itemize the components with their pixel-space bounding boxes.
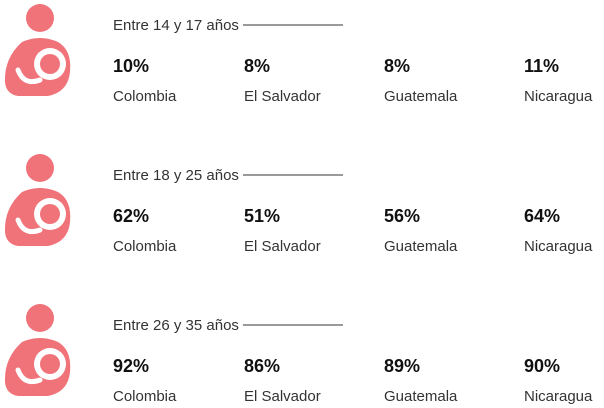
- icon-arm: [15, 67, 43, 85]
- group-label: Entre 14 y 17 años: [113, 17, 239, 34]
- country-name: Colombia: [113, 88, 177, 105]
- stat-value: 10%: [113, 56, 149, 76]
- breastfeeding-icon: [4, 4, 71, 96]
- stat-value: 8%: [244, 56, 270, 76]
- country-name: El Salvador: [244, 388, 321, 405]
- country-name: Guatemala: [384, 238, 458, 255]
- icon-arm: [15, 367, 43, 385]
- country-name: Colombia: [113, 238, 177, 255]
- icon-head: [26, 304, 54, 332]
- stat-value: 92%: [113, 356, 149, 376]
- group: Entre 18 y 25 años 62% Colombia 51% El Salva…: [4, 154, 593, 255]
- country-name: Guatemala: [384, 88, 458, 105]
- stat-value: 56%: [384, 206, 420, 226]
- group-label: Entre 18 y 25 años: [113, 167, 239, 184]
- country-name: Colombia: [113, 388, 177, 405]
- icon-baby-head: [40, 204, 60, 224]
- stat-value: 8%: [384, 56, 410, 76]
- stat-value: 86%: [244, 356, 280, 376]
- stat-value: 89%: [384, 356, 420, 376]
- country-name: Guatemala: [384, 388, 458, 405]
- icon-arm: [15, 217, 43, 235]
- breastfeeding-icon: [4, 304, 71, 396]
- group: Entre 26 y 35 años 92% Colombia 86% El Salva…: [4, 304, 593, 405]
- stat-value: 62%: [113, 206, 149, 226]
- country-name: Nicaragua: [524, 88, 593, 105]
- icon-baby-head: [40, 54, 60, 74]
- country-name: Nicaragua: [524, 388, 593, 405]
- group: Entre 14 y 17 años 10% Colombia 8% El Salvad…: [4, 4, 593, 105]
- icon-baby-head: [40, 354, 60, 374]
- country-name: El Salvador: [244, 88, 321, 105]
- stat-value: 51%: [244, 206, 280, 226]
- group-label: Entre 26 y 35 años: [113, 317, 239, 334]
- stat-value: 64%: [524, 206, 560, 226]
- country-name: El Salvador: [244, 238, 321, 255]
- stat-value: 11%: [524, 56, 559, 76]
- country-name: Nicaragua: [524, 238, 593, 255]
- breastfeeding-icon: [4, 154, 71, 246]
- icon-head: [26, 154, 54, 182]
- stat-value: 90%: [524, 356, 560, 376]
- icon-head: [26, 4, 54, 32]
